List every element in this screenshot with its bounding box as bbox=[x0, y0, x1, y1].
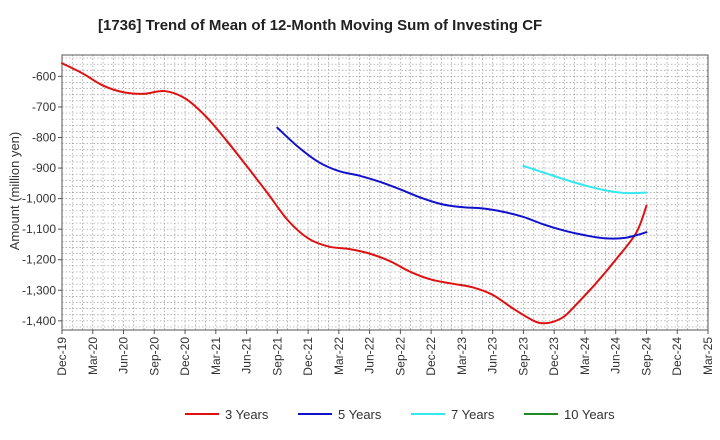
x-tick-label: Jun-20 bbox=[117, 337, 131, 374]
series-line-3-years bbox=[61, 62, 648, 325]
x-tick-label: Sep-24 bbox=[639, 337, 653, 376]
chart-title: [1736] Trend of Mean of 12-Month Moving … bbox=[98, 17, 542, 34]
x-tick-label: Mar-25 bbox=[701, 337, 715, 375]
y-tick-label: -1,100 bbox=[22, 222, 56, 236]
y-tick-label: -800 bbox=[32, 131, 56, 145]
x-tick-label: Sep-21 bbox=[270, 337, 284, 376]
legend-label-3-years: 3 Years bbox=[225, 407, 269, 422]
x-tick-label: Jun-22 bbox=[363, 337, 377, 374]
series-line-5-years bbox=[276, 126, 648, 240]
x-tick-label: Mar-23 bbox=[455, 337, 469, 375]
x-tick-label: Jun-23 bbox=[486, 337, 500, 374]
legend-label-10-years: 10 Years bbox=[564, 407, 615, 422]
y-tick-label: -700 bbox=[32, 100, 56, 114]
x-tick-label: Jun-24 bbox=[609, 337, 623, 374]
plot-area: -600 -700 -800 -900 -1,000 -1,100 -1,200 -1,300… bbox=[22, 54, 715, 376]
x-tick-label: Sep-23 bbox=[516, 337, 530, 376]
x-tick-label: Dec-22 bbox=[424, 337, 438, 376]
x-tick-label: Mar-20 bbox=[86, 337, 100, 375]
legend-label-5-years: 5 Years bbox=[338, 407, 382, 422]
x-tick-label: Dec-24 bbox=[670, 337, 684, 376]
x-tick-label: Dec-20 bbox=[178, 337, 192, 376]
y-tick-label: -1,200 bbox=[22, 253, 56, 267]
x-tick-label: Mar-22 bbox=[332, 337, 346, 375]
x-tick-label: Jun-21 bbox=[240, 337, 254, 374]
y-tick-label: -600 bbox=[32, 69, 56, 83]
x-tick-label: Dec-23 bbox=[547, 337, 561, 376]
series-line-7-years bbox=[522, 164, 648, 195]
x-tick-label: Dec-21 bbox=[301, 337, 315, 376]
y-tick-label: -900 bbox=[32, 161, 56, 175]
x-tick-label: Sep-20 bbox=[147, 337, 161, 376]
x-tick-label: Mar-21 bbox=[209, 337, 223, 375]
plot-frame bbox=[61, 54, 709, 331]
legend-label-7-years: 7 Years bbox=[451, 407, 495, 422]
y-tick-label: -1,400 bbox=[22, 314, 56, 328]
y-tick-label: -1,300 bbox=[22, 283, 56, 297]
x-tick-label: Sep-22 bbox=[393, 337, 407, 376]
y-tick-label: -1,000 bbox=[22, 192, 56, 206]
x-tick-label: Mar-24 bbox=[578, 337, 592, 375]
legend: 3 Years 5 Years 7 Years 10 Years bbox=[185, 407, 615, 422]
x-tick-label: Dec-19 bbox=[55, 337, 69, 376]
y-axis-title: Amount (million yen) bbox=[7, 132, 22, 251]
